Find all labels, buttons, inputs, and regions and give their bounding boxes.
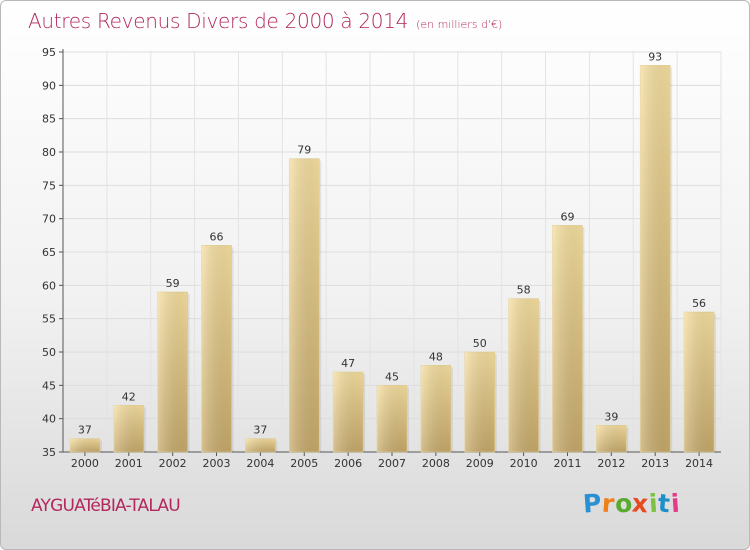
value-label: 37	[78, 424, 92, 437]
y-tick-label: 85	[42, 113, 56, 126]
logo-letter: P	[582, 488, 603, 519]
y-tick-labels: 35 40 45 50 55 60 65 70 75 80 85 90 95	[42, 46, 56, 459]
bar-sheen	[684, 312, 715, 452]
value-label: 93	[648, 50, 662, 63]
value-label: 48	[429, 350, 443, 363]
commune-name: AYGUATéBIA-TALAU	[31, 496, 181, 516]
bars	[69, 65, 717, 453]
chart-title: Autres Revenus Divers de 2000 à 2014 (en …	[28, 9, 502, 33]
logo-letter: x	[631, 488, 650, 519]
y-tick-label: 80	[42, 146, 56, 159]
bar-sheen	[69, 438, 100, 452]
bar-sheen	[640, 65, 671, 452]
bar-sheen	[464, 352, 495, 452]
value-label: 37	[253, 424, 267, 437]
y-tick-label: 50	[42, 346, 56, 359]
x-tick-label: 2003	[203, 457, 231, 470]
bar-sheen	[113, 405, 144, 452]
value-label: 39	[604, 410, 618, 423]
value-label: 42	[122, 390, 136, 403]
y-tick-label: 70	[42, 213, 56, 226]
y-tick-label: 75	[42, 179, 56, 192]
value-label: 50	[473, 337, 487, 350]
x-tick-label: 2008	[422, 457, 450, 470]
x-tick-labels: 2000 2001 2002 2003 2004 2005 2006 2007 2008 2009…	[71, 457, 713, 470]
x-tick-label: 2007	[378, 457, 406, 470]
y-tick-label: 35	[42, 446, 56, 459]
bar-sheen	[420, 365, 451, 452]
value-label: 58	[517, 284, 531, 297]
x-tick-label: 2004	[246, 457, 274, 470]
value-label: 79	[297, 144, 311, 157]
x-tick-label: 2012	[597, 457, 625, 470]
bar-sheen	[201, 245, 232, 452]
unit-note: (en milliers d'€)	[416, 18, 503, 31]
x-tick-label: 2014	[685, 457, 713, 470]
y-tick-label: 90	[42, 79, 56, 92]
bar-sheen	[552, 225, 583, 452]
y-tick-label: 55	[42, 313, 56, 326]
y-tick-label: 95	[42, 46, 56, 59]
value-label: 59	[166, 277, 180, 290]
x-tick-label: 2000	[71, 457, 99, 470]
x-tick-label: 2006	[334, 457, 362, 470]
x-tick-label: 2009	[466, 457, 494, 470]
bar-sheen	[333, 372, 364, 452]
x-tick-label: 2001	[115, 457, 143, 470]
value-label: 45	[385, 370, 399, 383]
bar-sheen	[245, 438, 276, 452]
x-tick-label: 2013	[641, 457, 669, 470]
value-label: 69	[560, 210, 574, 223]
value-label: 66	[210, 230, 224, 243]
value-label: 56	[692, 297, 706, 310]
x-tick-label: 2002	[159, 457, 187, 470]
bar-sheen	[377, 385, 407, 452]
y-tick-label: 40	[42, 413, 56, 426]
proxiti-logo: Proxiti	[582, 488, 681, 519]
bar-sheen	[596, 425, 627, 452]
value-labels: 37 42 59 66 37 79 47 45 48 50 58 69 39 93 56	[78, 50, 706, 436]
value-label: 47	[341, 357, 355, 370]
y-tick-label: 45	[42, 379, 56, 392]
y-tick-label: 65	[42, 246, 56, 259]
bar-sheen	[508, 298, 539, 452]
bar-sheen	[157, 292, 188, 452]
y-tick-label: 60	[42, 279, 56, 292]
x-tick-label: 2011	[553, 457, 581, 470]
bar-sheen	[289, 158, 320, 452]
x-tick-label: 2005	[290, 457, 318, 470]
chart-title-text: Autres Revenus Divers de 2000 à 2014	[28, 9, 409, 33]
x-tick-label: 2010	[510, 457, 538, 470]
logo-letter: i	[669, 488, 681, 519]
